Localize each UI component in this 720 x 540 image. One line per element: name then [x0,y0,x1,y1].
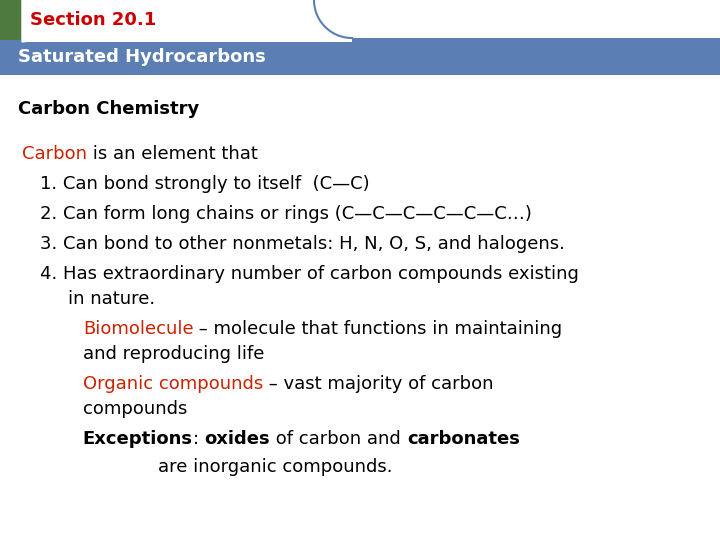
Text: in nature.: in nature. [68,290,156,308]
Text: Organic compounds: Organic compounds [83,375,263,393]
Text: 2. Can form long chains or rings (C—C—C—C—C—C…): 2. Can form long chains or rings (C—C—C—… [40,205,531,223]
Polygon shape [22,0,352,42]
Bar [0,38,720,75]
Bar [0,0,22,40]
Text: is an element that: is an element that [86,145,258,163]
Text: are inorganic compounds.: are inorganic compounds. [158,458,393,476]
Text: – vast majority of carbon: – vast majority of carbon [263,375,493,393]
Text: Carbon Chemistry: Carbon Chemistry [18,100,199,118]
Text: oxides: oxides [204,430,270,448]
Text: :: : [193,430,204,448]
Text: 3. Can bond to other nonmetals: H, N, O, S, and halogens.: 3. Can bond to other nonmetals: H, N, O,… [40,235,564,253]
Text: 1. Can bond strongly to itself  (C—C): 1. Can bond strongly to itself (C—C) [40,175,369,193]
Text: and reproducing life: and reproducing life [83,345,264,363]
Text: of carbon and: of carbon and [270,430,407,448]
Bar [22,0,352,42]
Text: 4. Has extraordinary number of carbon compounds existing: 4. Has extraordinary number of carbon co… [40,265,578,283]
Text: Section 20.1: Section 20.1 [30,11,156,29]
Text: Biomolecule: Biomolecule [83,320,194,338]
Text: Exceptions: Exceptions [83,430,193,448]
Text: – molecule that functions in maintaining: – molecule that functions in maintaining [194,320,562,338]
Text: Saturated Hydrocarbons: Saturated Hydrocarbons [18,48,266,66]
Text: Carbon: Carbon [22,145,86,163]
Text: carbonates: carbonates [407,430,520,448]
Text: compounds: compounds [83,400,187,418]
